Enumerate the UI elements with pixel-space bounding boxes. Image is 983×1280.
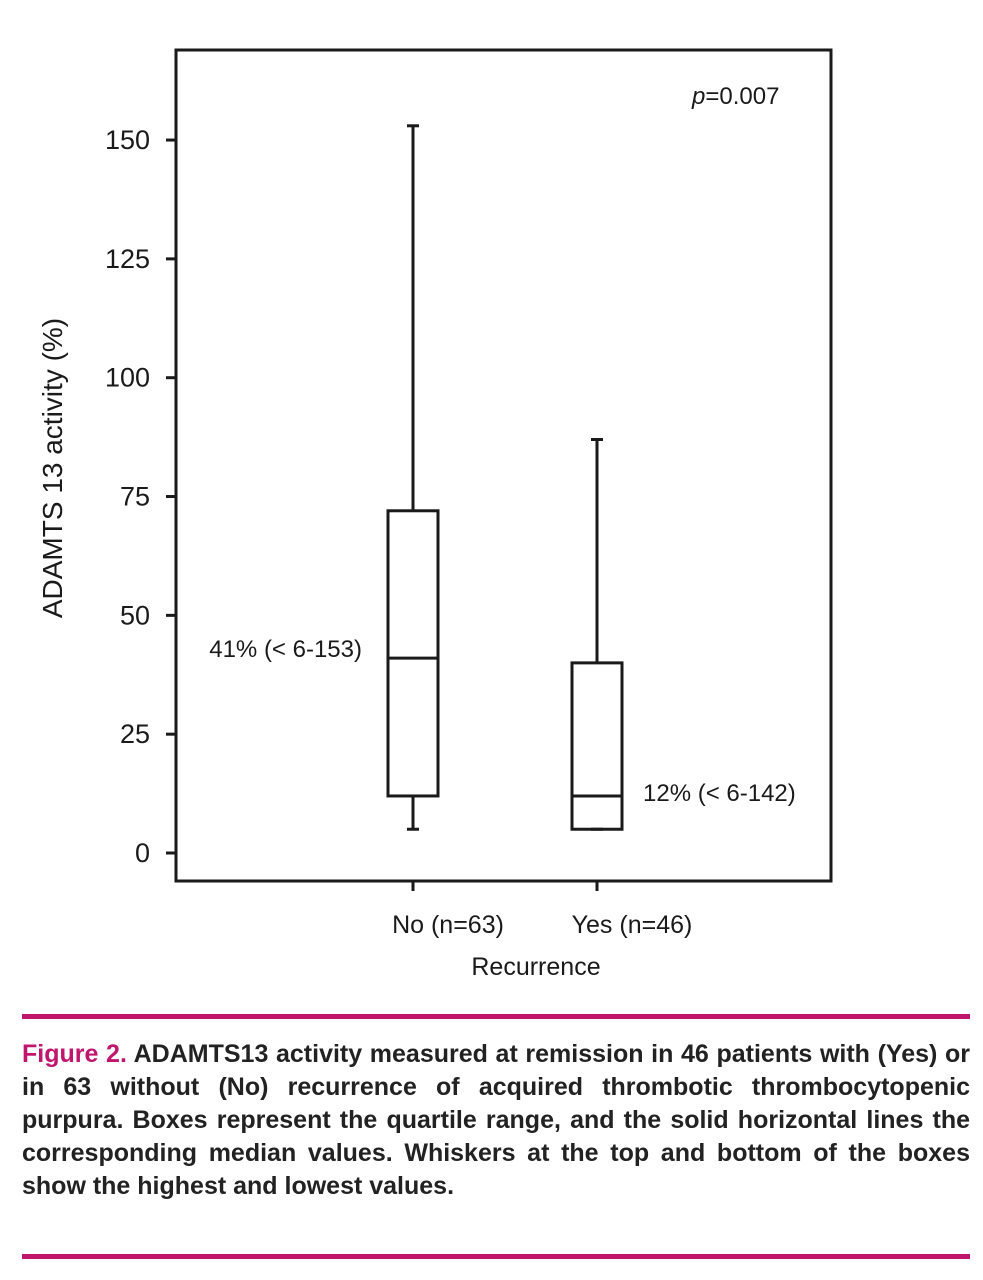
box-yes: 12% (< 6-142) xyxy=(570,437,796,831)
y-tick-label-0: 0 xyxy=(135,838,150,868)
box-series: 41% (< 6-153) 12% (< 6-142) xyxy=(209,124,796,831)
figure-caption: Figure 2. ADAMTS13 activity measured at … xyxy=(22,1038,970,1203)
y-tick-label-150: 150 xyxy=(105,125,150,155)
median-label: 41% (< 6-153) xyxy=(209,636,362,663)
caption-text: ADAMTS13 activity measured at remission … xyxy=(22,1040,970,1200)
x-tick-label-1: Yes (n=46) xyxy=(572,911,693,939)
y-axis-title: ADAMTS 13 activity (%) xyxy=(37,318,68,618)
p-value-annotation: p=0.007 xyxy=(691,83,779,110)
p-symbol: p xyxy=(691,83,705,110)
p-value: =0.007 xyxy=(705,83,779,110)
box-no: 41% (< 6-153) xyxy=(209,124,440,831)
y-tick-label-125: 125 xyxy=(105,244,150,274)
y-tick-label-25: 25 xyxy=(120,719,150,749)
x-axis: No (n=63) Yes (n=46) xyxy=(392,881,692,939)
x-tick-label-0: No (n=63) xyxy=(392,911,504,939)
caption-top-rule xyxy=(22,1014,970,1019)
y-tick-label-50: 50 xyxy=(120,600,150,630)
caption-bottom-rule xyxy=(22,1254,970,1259)
median-label: 12% (< 6-142) xyxy=(643,780,796,807)
box-iqr xyxy=(386,509,440,798)
y-axis: 0 25 50 75 100 125 150 xyxy=(105,125,176,868)
box-iqr xyxy=(570,661,624,831)
figure-label: Figure 2. xyxy=(22,1040,127,1068)
y-tick-label-75: 75 xyxy=(120,482,150,512)
y-tick-label-100: 100 xyxy=(105,363,150,393)
box-plot-chart: 0 25 50 75 100 125 150 No (n=63) Yes (n=46) 41%… xyxy=(37,48,833,981)
plot-frame xyxy=(174,48,833,883)
x-axis-title: Recurrence xyxy=(471,953,600,981)
